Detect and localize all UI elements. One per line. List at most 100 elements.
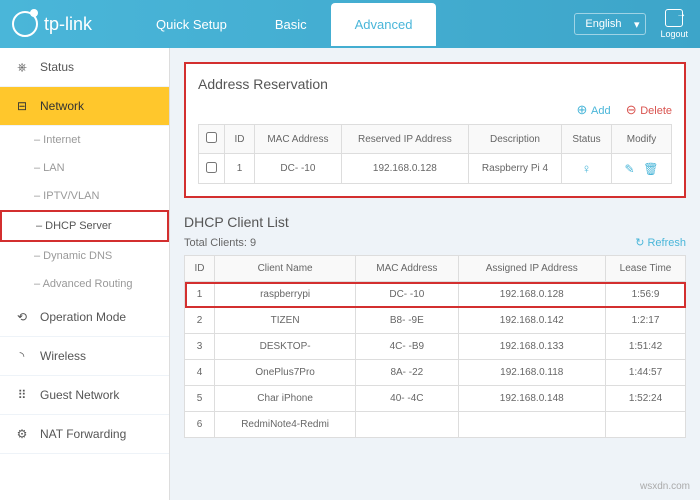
logout-button[interactable]: Logout bbox=[660, 9, 688, 39]
cell-ip: 192.168.0.128 bbox=[458, 282, 606, 308]
opmode-icon: ⟲ bbox=[14, 309, 30, 325]
add-button[interactable]: Add bbox=[577, 105, 611, 117]
address-reservation-panel: Address Reservation Add Delete ID MAC Ad… bbox=[184, 62, 686, 198]
cell-mac: B8- -9E bbox=[356, 308, 458, 334]
cell-ip: 192.168.0.128 bbox=[341, 154, 468, 184]
total-clients: Total Clients: 9 bbox=[184, 237, 256, 249]
cell-id: 2 bbox=[185, 308, 215, 334]
col-desc: Description bbox=[468, 125, 561, 154]
cell-mac: DC- -10 bbox=[255, 154, 342, 184]
cell-name: RedmiNote4-Redmi bbox=[215, 412, 356, 438]
col-mac: MAC Address bbox=[255, 125, 342, 154]
sidebar-sub-internet[interactable]: – Internet bbox=[0, 126, 169, 154]
cell-id: 6 bbox=[185, 412, 215, 438]
status-icon: ⎈ bbox=[14, 59, 30, 75]
sidebar-sub-iptv[interactable]: – IPTV/VLAN bbox=[0, 182, 169, 210]
guest-icon: ⠿ bbox=[14, 387, 30, 403]
table-row: 6 RedmiNote4-Redmi bbox=[185, 412, 686, 438]
cell-id: 5 bbox=[185, 386, 215, 412]
sidebar-sub-routing[interactable]: – Advanced Routing bbox=[0, 270, 169, 298]
watermark: wsxdn.com bbox=[640, 481, 690, 492]
col-name: Client Name bbox=[215, 256, 356, 282]
sidebar-item-nat[interactable]: ⚙ NAT Forwarding bbox=[0, 415, 169, 454]
sidebar-item-network[interactable]: ⊟ Network bbox=[0, 87, 169, 126]
sidebar-item-wireless[interactable]: ◝ Wireless bbox=[0, 337, 169, 376]
delete-button[interactable]: Delete bbox=[626, 105, 672, 117]
table-header-row: ID Client Name MAC Address Assigned IP A… bbox=[185, 256, 686, 282]
client-meta: Total Clients: 9 Refresh bbox=[184, 236, 686, 249]
client-list-title: DHCP Client List bbox=[184, 214, 686, 230]
col-mac: MAC Address bbox=[356, 256, 458, 282]
cell-id: 1 bbox=[225, 154, 255, 184]
sidebar-label: Wireless bbox=[40, 349, 86, 363]
topbar: tp-link Quick Setup Basic Advanced Engli… bbox=[0, 0, 700, 48]
table-row: 3 DESKTOP- 4C- -B9 192.168.0.133 1:51:42 bbox=[185, 334, 686, 360]
cell-lease: 1:52:24 bbox=[606, 386, 686, 412]
wireless-icon: ◝ bbox=[14, 348, 30, 364]
cell-ip: 192.168.0.118 bbox=[458, 360, 606, 386]
logout-icon bbox=[665, 9, 683, 27]
logo-icon bbox=[12, 11, 38, 37]
cell-mac: 8A- -22 bbox=[356, 360, 458, 386]
cell-mac: DC- -10 bbox=[356, 282, 458, 308]
table-row: 1 raspberrypi DC- -10 192.168.0.128 1:56… bbox=[185, 282, 686, 308]
sidebar: ⎈ Status ⊟ Network – Internet – LAN – IP… bbox=[0, 48, 170, 500]
table-header-row: ID MAC Address Reserved IP Address Descr… bbox=[199, 125, 672, 154]
col-ip: Assigned IP Address bbox=[458, 256, 606, 282]
table-row: 5 Char iPhone 40- -4C 192.168.0.148 1:52… bbox=[185, 386, 686, 412]
select-all-checkbox[interactable] bbox=[206, 132, 217, 143]
col-modify: Modify bbox=[612, 125, 672, 154]
cell-lease: 1:44:57 bbox=[606, 360, 686, 386]
sidebar-item-status[interactable]: ⎈ Status bbox=[0, 48, 169, 87]
col-id: ID bbox=[225, 125, 255, 154]
cell-ip: 192.168.0.133 bbox=[458, 334, 606, 360]
cell-lease: 1:51:42 bbox=[606, 334, 686, 360]
refresh-button[interactable]: Refresh bbox=[635, 236, 686, 249]
table-row: 4 OnePlus7Pro 8A- -22 192.168.0.118 1:44… bbox=[185, 360, 686, 386]
content: Address Reservation Add Delete ID MAC Ad… bbox=[170, 48, 700, 500]
client-table: ID Client Name MAC Address Assigned IP A… bbox=[184, 255, 686, 438]
sidebar-label: Operation Mode bbox=[40, 310, 126, 324]
sidebar-label: Status bbox=[40, 60, 74, 74]
logo: tp-link bbox=[12, 11, 92, 37]
reservation-table: ID MAC Address Reserved IP Address Descr… bbox=[198, 124, 672, 184]
cell-lease: 1:56:9 bbox=[606, 282, 686, 308]
nat-icon: ⚙ bbox=[14, 426, 30, 442]
row-checkbox[interactable] bbox=[206, 162, 217, 173]
sidebar-sub-lan[interactable]: – LAN bbox=[0, 154, 169, 182]
trash-icon[interactable]: 🗑 bbox=[643, 162, 658, 176]
logout-label: Logout bbox=[660, 29, 688, 39]
sidebar-label: Network bbox=[40, 99, 84, 113]
language-select[interactable]: English bbox=[574, 13, 646, 35]
col-ip: Reserved IP Address bbox=[341, 125, 468, 154]
cell-name: TIZEN bbox=[215, 308, 356, 334]
sidebar-item-opmode[interactable]: ⟲ Operation Mode bbox=[0, 298, 169, 337]
cell-name: DESKTOP- bbox=[215, 334, 356, 360]
tab-quick-setup[interactable]: Quick Setup bbox=[132, 3, 251, 46]
cell-id: 4 bbox=[185, 360, 215, 386]
brand-text: tp-link bbox=[44, 14, 92, 35]
edit-icon[interactable]: ✎ bbox=[624, 162, 634, 176]
sidebar-sub-dhcp[interactable]: – DHCP Server bbox=[0, 210, 169, 242]
cell-ip: 192.168.0.148 bbox=[458, 386, 606, 412]
cell-ip: 192.168.0.142 bbox=[458, 308, 606, 334]
col-lease: Lease Time bbox=[606, 256, 686, 282]
cell-name: raspberrypi bbox=[215, 282, 356, 308]
table-row: 2 TIZEN B8- -9E 192.168.0.142 1:2:17 bbox=[185, 308, 686, 334]
col-status: Status bbox=[562, 125, 612, 154]
main: ⎈ Status ⊟ Network – Internet – LAN – IP… bbox=[0, 48, 700, 500]
cell-lease: 1:2:17 bbox=[606, 308, 686, 334]
tab-basic[interactable]: Basic bbox=[251, 3, 331, 46]
cell-name: OnePlus7Pro bbox=[215, 360, 356, 386]
cell-name: Char iPhone bbox=[215, 386, 356, 412]
cell-desc: Raspberry Pi 4 bbox=[468, 154, 561, 184]
sidebar-item-guest[interactable]: ⠿ Guest Network bbox=[0, 376, 169, 415]
bulb-icon[interactable]: ♀ bbox=[582, 161, 592, 176]
sidebar-sub-ddns[interactable]: – Dynamic DNS bbox=[0, 242, 169, 270]
cell-mac: 40- -4C bbox=[356, 386, 458, 412]
cell-lease bbox=[606, 412, 686, 438]
nav-tabs: Quick Setup Basic Advanced bbox=[132, 3, 436, 46]
sidebar-label: NAT Forwarding bbox=[40, 427, 126, 441]
tab-advanced[interactable]: Advanced bbox=[331, 3, 437, 46]
panel-actions: Add Delete bbox=[198, 102, 672, 118]
